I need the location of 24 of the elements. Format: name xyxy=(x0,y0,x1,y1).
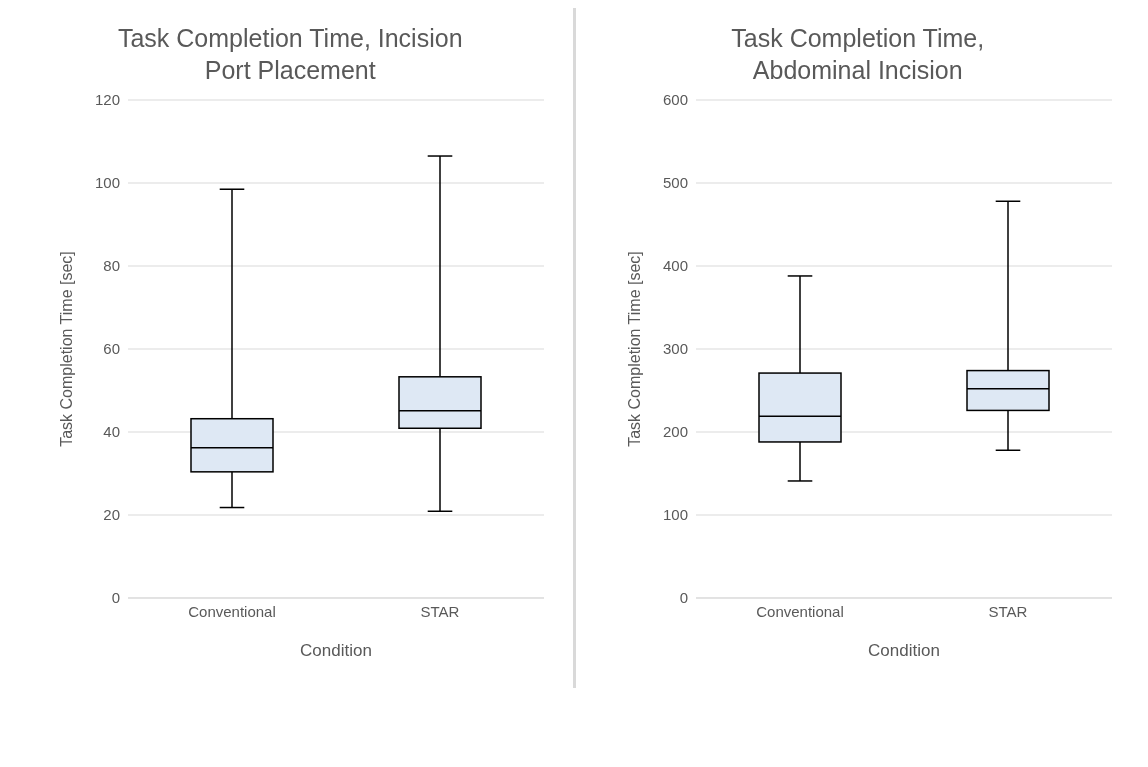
y-tick-label: 500 xyxy=(662,174,688,192)
y-tick-label: 400 xyxy=(662,257,688,275)
chart-title: Task Completion Time, Incision Port Placement xyxy=(116,23,464,86)
y-tick-label: 60 xyxy=(103,340,120,358)
y-tick-label: 80 xyxy=(103,257,120,275)
x-axis-title: Condition xyxy=(867,641,940,660)
y-tick-label: 0 xyxy=(111,589,120,607)
x-tick-label: STAR xyxy=(420,602,460,620)
x-tick-label: Conventional xyxy=(188,602,276,620)
chart-title: Task Completion Time, Abdominal Incision xyxy=(730,23,986,86)
y-axis-title: Task Completion Time [sec] xyxy=(57,251,75,447)
y-tick-label: 120 xyxy=(94,91,120,109)
x-tick-label: STAR xyxy=(988,602,1028,620)
x-axis-title: Condition xyxy=(300,641,372,660)
x-tick-label: Conventional xyxy=(755,602,844,620)
y-tick-label: 40 xyxy=(103,423,120,441)
y-tick-label: 0 xyxy=(679,589,688,607)
y-tick-label: 20 xyxy=(103,506,120,524)
y-tick-label: 100 xyxy=(94,174,120,192)
y-tick-label: 200 xyxy=(662,423,688,441)
y-tick-label: 600 xyxy=(662,91,688,109)
y-tick-label: 100 xyxy=(662,506,688,524)
y-tick-label: 300 xyxy=(662,340,688,358)
y-axis-title: Task Completion Time [sec] xyxy=(625,251,643,447)
